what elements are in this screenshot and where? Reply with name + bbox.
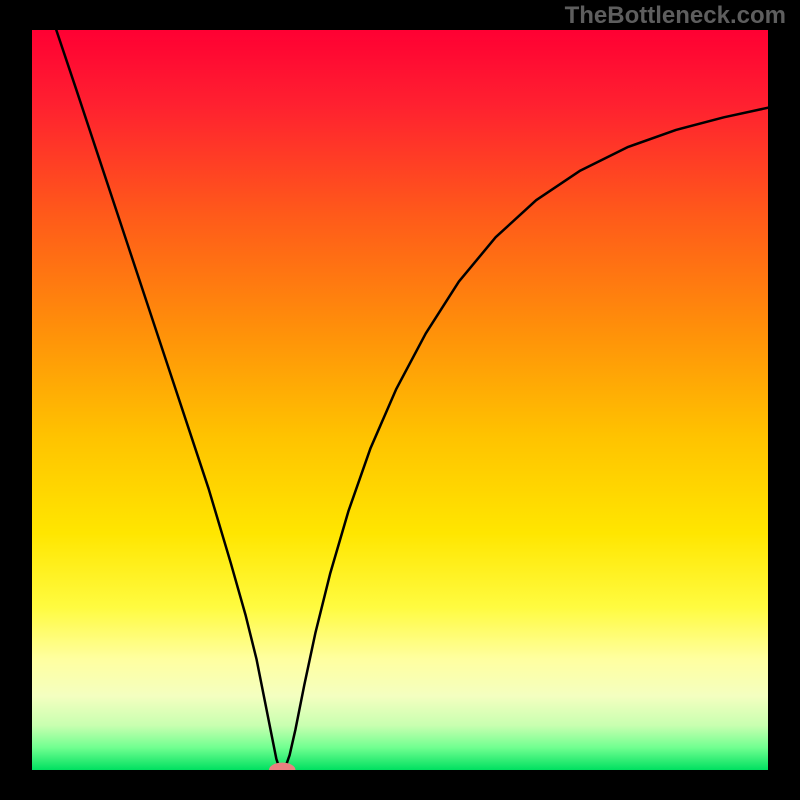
watermark-text: TheBottleneck.com: [565, 2, 786, 30]
chart-container: TheBottleneck.com: [0, 0, 800, 800]
plot-area: [32, 30, 768, 770]
gradient-background: [32, 30, 768, 770]
bottleneck-chart: [32, 30, 768, 770]
